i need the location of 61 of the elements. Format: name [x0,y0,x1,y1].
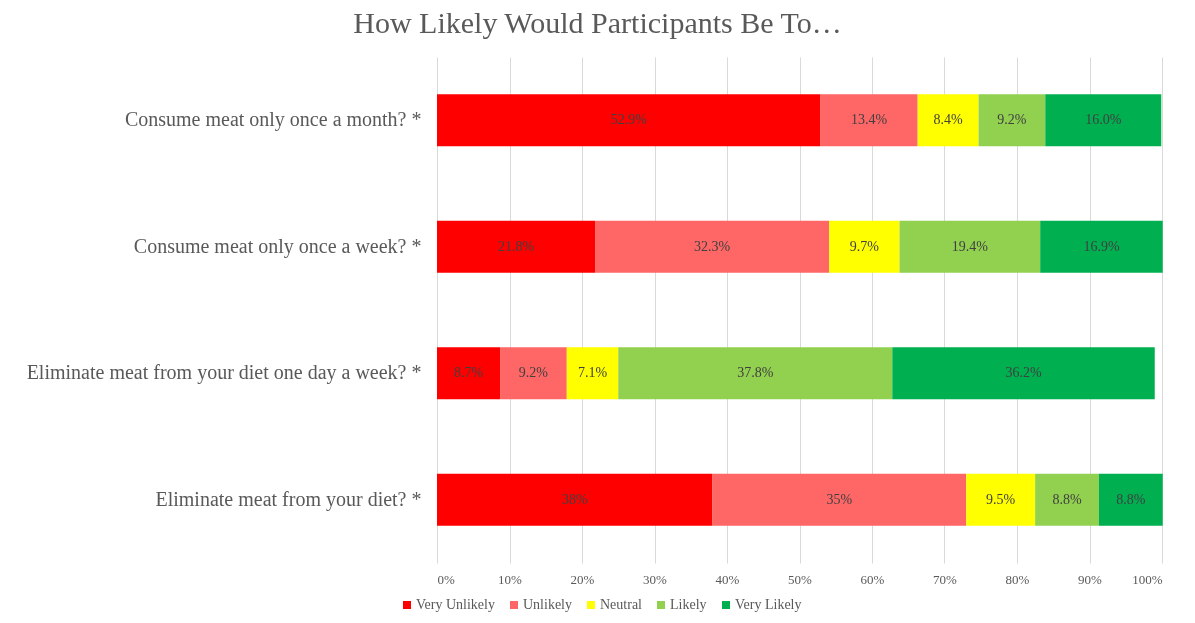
bar [978,94,1046,147]
bar [1045,94,1162,147]
y-tick-label: Consume meat only once a month? * [124,108,422,132]
data-label: 13.4% [851,112,888,128]
x-tick-label: 0% [437,571,455,587]
data-label: 35% [826,491,853,507]
y-tick-label: Eliminate meat from your diet one day a week? * [26,361,422,385]
bar [899,220,1041,273]
bar [1035,473,1099,526]
data-label: 16.0% [1085,112,1122,128]
x-tick-label: 100% [1132,571,1163,587]
x-tick-label: 70% [933,571,958,587]
data-label: 8.7% [453,365,484,381]
data-label: 9.2% [997,112,1027,128]
bar [1040,220,1163,273]
x-tick-label: 50% [788,571,813,587]
data-label: 8.8% [1052,491,1082,507]
bar [437,220,596,273]
data-label: 52.9% [610,112,648,128]
data-label: 8.4% [933,112,964,128]
bar [820,94,918,147]
bar [712,473,967,526]
data-label: 32.3% [694,238,731,254]
legend-label: Very Unlikely [416,597,495,612]
data-label: 9.7% [849,238,880,254]
data-label: 36.2% [1005,365,1042,381]
data-label: 21.8% [497,238,535,254]
y-tick-label: Consume meat only once a week? * [133,234,422,258]
x-tick-label: 80% [1005,571,1030,587]
data-label: 9.5% [986,491,1016,507]
y-tick-label: Eliminate meat from your diet? * [155,487,422,511]
x-tick-label: 20% [570,571,595,587]
bar [618,347,893,400]
bar [892,347,1155,400]
data-label: 38% [561,491,588,507]
x-tick-label: 60% [860,571,885,587]
bar [829,220,900,273]
data-label: 16.9% [1083,238,1120,254]
data-label: 19.4% [951,238,989,254]
data-label: 9.2% [518,365,549,381]
legend-label: Very Likely [735,597,802,612]
x-tick-label: 10% [498,571,523,587]
legend-label: Unlikely [523,597,572,612]
x-tick-label: 90% [1078,571,1103,587]
bar [437,94,821,147]
bar [437,347,501,400]
data-label: 7.1% [577,365,608,381]
chart-title: How Likely Would Participants Be To… [353,6,842,39]
data-label: 37.8% [737,365,774,381]
x-tick-label: 40% [715,571,740,587]
bar [966,473,1036,526]
legend-label: Neutral [600,597,643,612]
bar [595,220,830,273]
bar [500,347,567,400]
legend-label: Likely [670,597,707,612]
x-tick-label: 30% [643,571,668,587]
bar [917,94,979,147]
bar [1098,473,1163,526]
bar [437,473,713,526]
data-label: 8.8% [1116,491,1146,507]
bar [566,347,619,400]
